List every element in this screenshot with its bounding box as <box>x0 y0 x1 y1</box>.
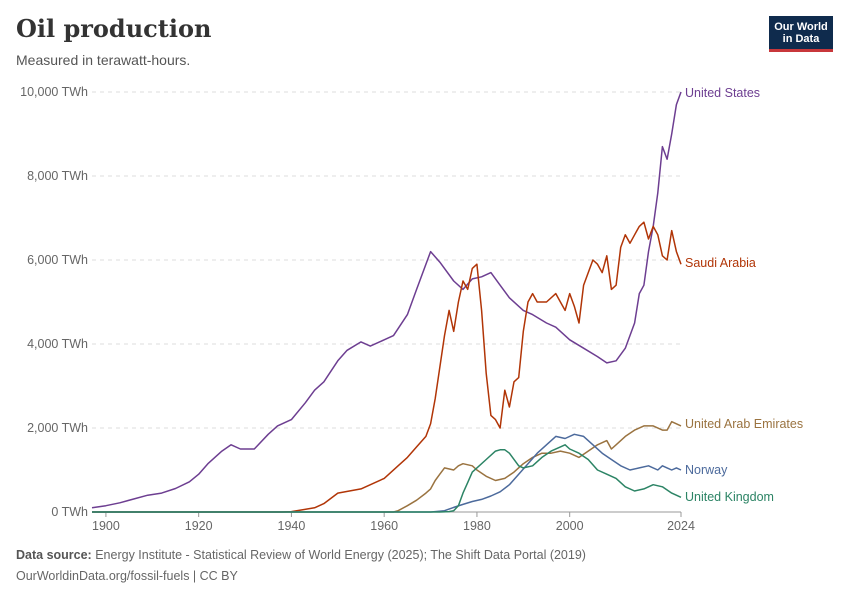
x-tick-label: 1960 <box>370 519 398 533</box>
chart-title: Oil production <box>16 14 212 43</box>
series-line <box>92 221 682 513</box>
series-line <box>92 444 682 513</box>
series-line <box>91 91 682 509</box>
x-tick-label: 2024 <box>667 519 695 533</box>
series-label: Saudi Arabia <box>685 256 756 270</box>
x-tick-label: 2000 <box>556 519 584 533</box>
x-tick-label: 1980 <box>463 519 491 533</box>
data-source-text: Energy Institute - Statistical Review of… <box>95 548 586 562</box>
series-line <box>92 420 682 513</box>
y-tick-label: 8,000 TWh <box>27 169 88 183</box>
logo-line-2: in Data <box>782 33 820 45</box>
y-tick-label: 0 TWh <box>51 505 88 519</box>
series-label: Norway <box>685 463 728 477</box>
logo-line-1: Our World <box>774 21 828 33</box>
x-tick-label: 1920 <box>185 519 213 533</box>
y-tick-label: 4,000 TWh <box>27 337 88 351</box>
data-source-line: Data source: Energy Institute - Statisti… <box>16 548 586 562</box>
source-url[interactable]: OurWorldinData.org/fossil-fuels | CC BY <box>16 569 238 583</box>
series-label: United Arab Emirates <box>685 417 803 431</box>
y-tick-label: 6,000 TWh <box>27 253 88 267</box>
y-tick-label: 2,000 TWh <box>27 421 88 435</box>
y-tick-label: 10,000 TWh <box>20 85 88 99</box>
chart-subtitle: Measured in terawatt-hours. <box>16 52 191 68</box>
x-tick-label: 1900 <box>92 519 120 533</box>
series-line <box>92 433 682 513</box>
series-label: United Kingdom <box>685 490 774 504</box>
x-tick-label: 1940 <box>278 519 306 533</box>
owid-logo[interactable]: Our World in Data <box>769 16 833 52</box>
series-label: United States <box>685 86 760 100</box>
line-chart: 0 TWh 2,000 TWh 4,000 TWh 6,000 TWh 8,000 TW… <box>20 85 803 533</box>
data-source-label: Data source: <box>16 548 92 562</box>
